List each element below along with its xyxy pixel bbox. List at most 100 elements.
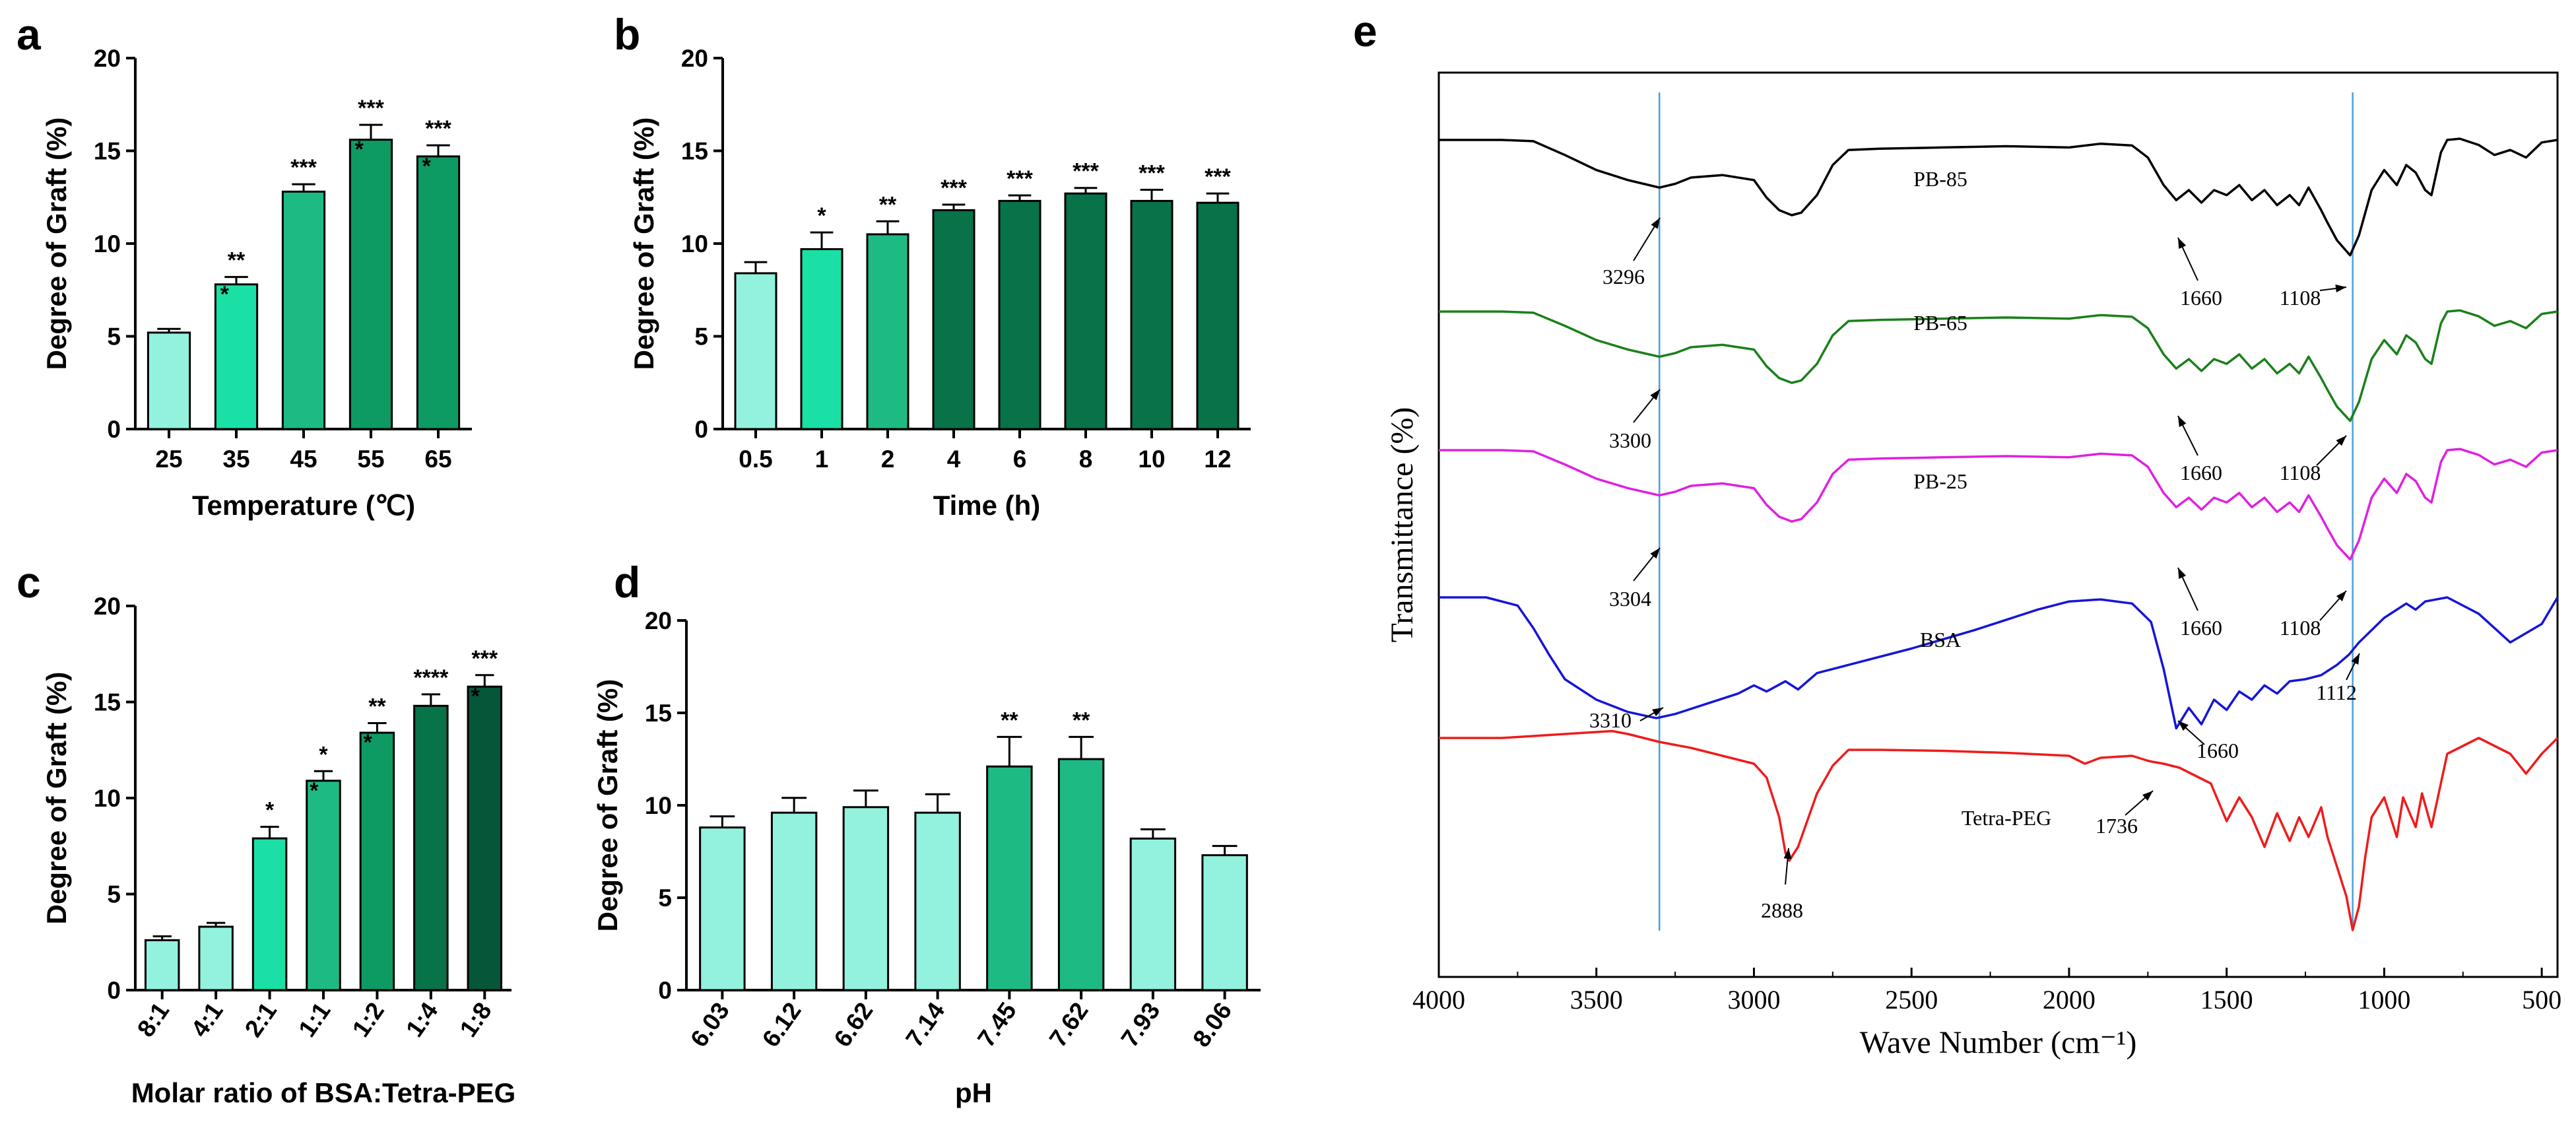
y-tick-label: 10	[681, 230, 708, 257]
y-tick-label: 15	[94, 689, 121, 716]
annotation-label: 2888	[1761, 898, 1803, 922]
annotation-label: 3300	[1609, 428, 1651, 452]
x-tick-label: 35	[222, 446, 249, 473]
significance-label: **	[368, 694, 386, 719]
y-axis-label: Transmittance (%)	[1385, 407, 1420, 643]
annotation-arrowhead	[2178, 416, 2187, 427]
significance-label: *	[817, 203, 826, 228]
annotation-arrowhead	[1783, 848, 1792, 859]
y-tick-label: 5	[107, 881, 121, 908]
y-tick-label: 0	[107, 977, 121, 1004]
panel-label: b	[614, 10, 640, 59]
bar	[359, 731, 395, 991]
x-tick-label: 2500	[1885, 985, 1938, 1015]
bar	[413, 704, 449, 991]
y-tick-label: 0	[658, 977, 672, 1004]
x-tick-label: 45	[290, 446, 317, 473]
x-tick-label: 4000	[1412, 985, 1465, 1015]
x-axis-label: Wave Number (cm⁻¹)	[1860, 1025, 2137, 1060]
y-tick-label: 15	[681, 138, 708, 165]
bar	[147, 331, 191, 430]
x-tick-label: 2000	[2043, 985, 2096, 1015]
significance-label: *	[265, 798, 275, 823]
x-axis-label: Time (h)	[933, 490, 1041, 521]
bar	[1129, 837, 1177, 991]
bar	[467, 685, 503, 991]
x-tick-label: 0.5	[739, 446, 772, 473]
x-tick-label: 12	[1204, 446, 1231, 473]
spectrum-tetra-peg	[1439, 729, 2559, 931]
bar	[348, 139, 393, 430]
significance-label-sub: *	[422, 154, 432, 179]
annotation-arrowhead	[1651, 218, 1660, 229]
y-axis-label: Degree of Graft (%)	[592, 679, 623, 932]
y-tick-label: 20	[681, 45, 708, 72]
annotation-label: 3296	[1602, 265, 1645, 288]
y-tick-label: 5	[694, 323, 708, 351]
series-label: Tetra-PEG	[1962, 806, 2051, 830]
annotation-label: 3304	[1609, 587, 1651, 611]
chart-panel-e-ftir: e 4000 3500 3000 2500 2000 1500 1000 500 Wave Num…	[1353, 7, 2561, 1060]
y-tick-label: 0	[694, 416, 708, 443]
y-tick-label: 5	[658, 885, 672, 912]
significance-label: **	[879, 192, 897, 217]
y-tick-label: 10	[94, 230, 121, 257]
significance-label: ****	[413, 665, 449, 690]
y-tick-label: 0	[107, 416, 121, 443]
bar	[734, 272, 777, 430]
annotation-arrowhead	[2336, 591, 2346, 601]
bar	[986, 765, 1033, 991]
bar	[914, 811, 961, 991]
spectrum-pb-65	[1439, 309, 2558, 422]
bar	[416, 155, 461, 430]
x-tick-label: 4	[947, 446, 961, 473]
x-tick-label: 500	[2522, 985, 2561, 1015]
plot-frame	[1437, 71, 2559, 978]
x-tick-label: 10	[1138, 446, 1165, 473]
annotation-label: 1660	[2196, 739, 2239, 762]
significance-label: ***	[941, 176, 967, 201]
bar	[1196, 201, 1239, 430]
x-tick-label: 1	[815, 446, 829, 473]
bar	[251, 837, 288, 991]
y-tick-label: 10	[94, 785, 121, 812]
annotation-label: 3310	[1589, 708, 1632, 732]
series-label: PB-65	[1913, 311, 1967, 335]
spectrum-pb-85	[1439, 137, 2558, 257]
annotation-label: 1736	[2096, 814, 2138, 838]
x-tick-label: 65	[424, 446, 451, 473]
bar	[699, 826, 746, 991]
significance-label: ***	[1007, 166, 1033, 191]
chart-panel-b: b 0 5 10 15 20 Degree of Graft (%) 0.5 * 1 ** 2 *** 4…	[614, 10, 1251, 521]
y-tick-label: 10	[645, 792, 672, 819]
significance-label-sub: *	[355, 137, 364, 162]
annotation-arrowhead	[2335, 284, 2346, 292]
significance-label: **	[228, 248, 246, 273]
annotation-label: 1108	[2280, 461, 2321, 484]
significance-label: ***	[290, 155, 317, 180]
bar	[998, 199, 1041, 430]
panel-label: c	[17, 558, 41, 607]
annotation-label: 1112	[2316, 681, 2357, 704]
bar	[932, 209, 975, 430]
annotation-label: 1660	[2180, 286, 2222, 310]
x-tick-label: 8	[1079, 446, 1093, 473]
significance-label: ***	[1205, 164, 1231, 189]
y-tick-label: 15	[645, 700, 672, 727]
significance-label: ***	[471, 646, 498, 671]
x-tick-label: 25	[155, 446, 182, 473]
x-tick-label: 1500	[2200, 985, 2253, 1015]
significance-label-sub: *	[471, 684, 480, 709]
annotation-label: 1108	[2280, 616, 2321, 640]
annotation-arrowhead	[1652, 708, 1663, 717]
significance-label: **	[1001, 708, 1018, 733]
y-tick-label: 20	[645, 607, 672, 634]
bar	[800, 248, 843, 430]
x-tick-label: 6	[1013, 446, 1027, 473]
y-axis-label: Degree of Graft (%)	[41, 117, 72, 370]
significance-label: ***	[358, 96, 384, 121]
x-tick-label: 55	[357, 446, 384, 473]
bar	[1130, 199, 1173, 430]
